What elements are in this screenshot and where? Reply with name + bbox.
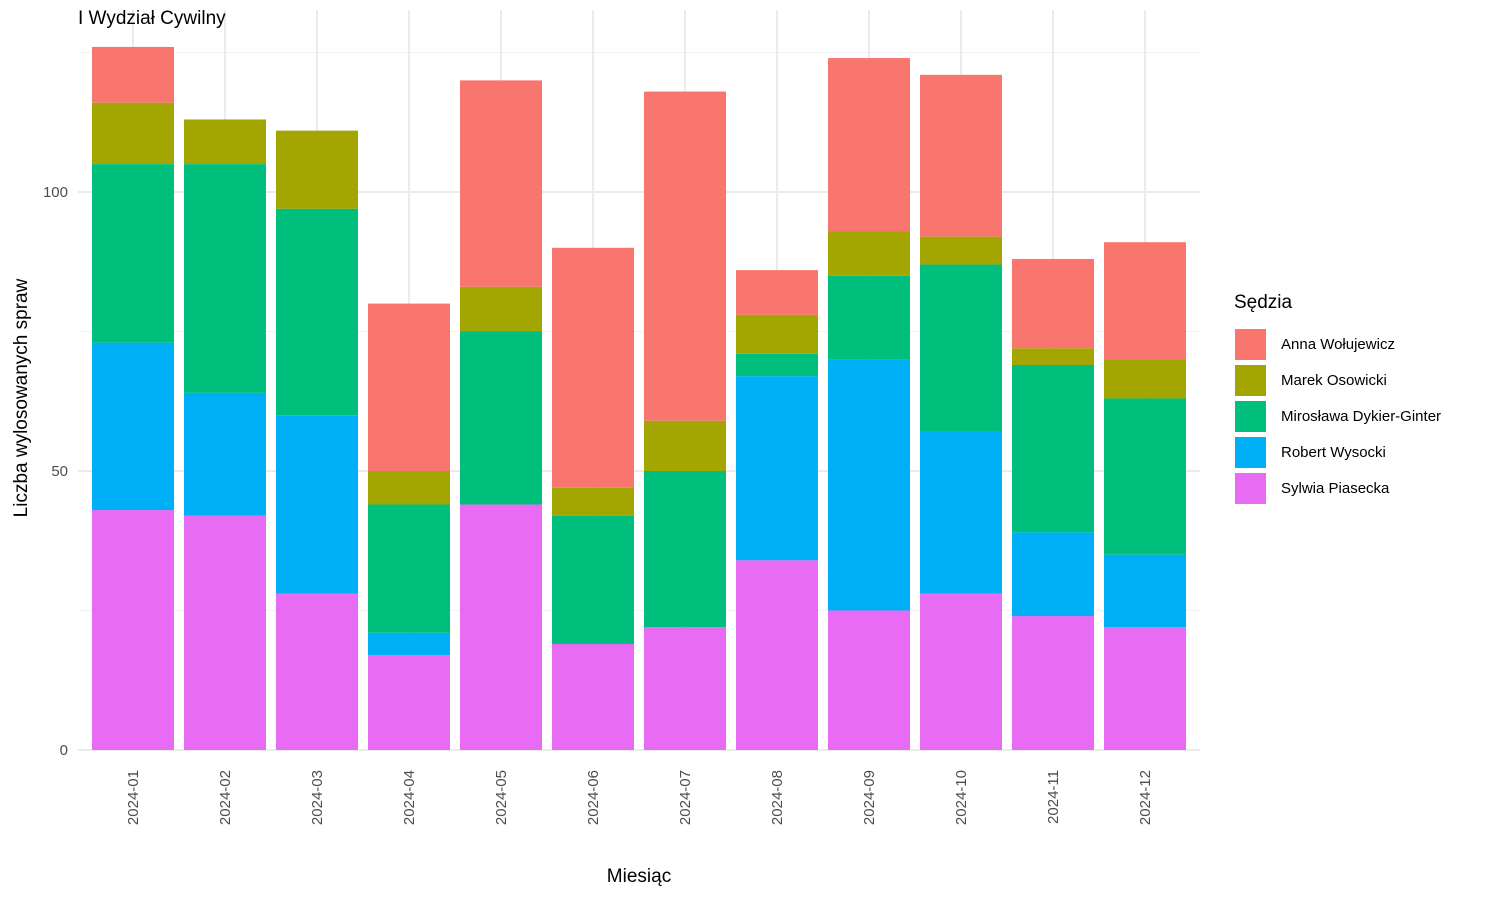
bar-segment (1104, 242, 1186, 360)
bar-segment (552, 515, 634, 644)
x-tick-label: 2024-12 (1137, 770, 1154, 825)
legend-item: Mirosława Dykier-Ginter (1234, 398, 1441, 434)
x-axis-ticks: 2024-01 2024-02 2024-03 2024-04 2024-05 2024-… (125, 770, 1154, 825)
x-tick-label: 2024-03 (309, 770, 326, 825)
legend-swatch (1234, 435, 1267, 469)
legend-label: Anna Wołujewicz (1281, 335, 1395, 353)
legend-item: Robert Wysocki (1234, 434, 1441, 470)
legend-item: Marek Osowicki (1234, 362, 1441, 398)
bar-segment (92, 46, 174, 103)
legend-swatch (1234, 471, 1267, 505)
bar-segment (276, 208, 358, 416)
bar-segment (184, 515, 266, 750)
y-tick-label: 0 (60, 742, 68, 759)
bar-segment (184, 119, 266, 165)
bar-segment (828, 58, 910, 232)
bar-segment (460, 80, 542, 287)
x-tick-label: 2024-09 (861, 770, 878, 825)
bar-segment (920, 593, 1002, 750)
bar-segment (552, 487, 634, 516)
bar-segment (736, 560, 818, 750)
bar-segment (184, 392, 266, 516)
bar-segment (828, 275, 910, 360)
legend-swatch (1234, 363, 1267, 397)
legend-label: Sylwia Piasecka (1281, 479, 1390, 497)
legend-label: Mirosława Dykier-Ginter (1281, 407, 1442, 425)
bar-segment (1012, 532, 1094, 617)
bar-segment (736, 353, 818, 377)
bar-segment (552, 643, 634, 750)
chart-title: I Wydział Cywilny (78, 8, 226, 29)
legend-label: Marek Osowicki (1281, 371, 1387, 389)
x-tick-label: 2024-05 (493, 770, 510, 825)
bar-segment (1012, 348, 1094, 365)
bar-segment (920, 431, 1002, 594)
legend: Sędzia Anna Wołujewicz Marek Osowicki Miro… (1234, 292, 1441, 506)
x-axis-label: Miesiąc (606, 866, 672, 887)
bar-segment (276, 130, 358, 209)
y-tick-label: 50 (51, 463, 68, 480)
bar-segment (1012, 616, 1094, 750)
x-tick-label: 2024-02 (217, 770, 234, 825)
bar-segment (92, 164, 174, 343)
bar-segment (1104, 359, 1186, 399)
bar-segment (368, 632, 450, 656)
bar-segment (368, 655, 450, 750)
bar-segment (276, 593, 358, 750)
bars (92, 46, 1186, 750)
legend-swatch (1234, 327, 1267, 361)
bar-segment (460, 504, 542, 750)
bar-segment (92, 102, 174, 165)
legend-item: Anna Wołujewicz (1234, 326, 1441, 362)
bar-segment (368, 303, 450, 471)
legend-item: Sylwia Piasecka (1234, 470, 1441, 506)
bar-segment (1104, 627, 1186, 750)
bar-segment (736, 314, 818, 354)
bar-segment (276, 415, 358, 594)
bar-segment (644, 91, 726, 421)
bar-segment (644, 420, 726, 471)
x-tick-label: 2024-04 (401, 770, 418, 825)
legend-title: Sędzia (1234, 292, 1293, 313)
bar-segment (828, 610, 910, 750)
y-axis-ticks: 0 50 100 (43, 184, 68, 759)
bar-segment (184, 164, 266, 393)
x-tick-label: 2024-08 (769, 770, 786, 825)
x-tick-label: 2024-11 (1045, 770, 1062, 824)
bar-segment (736, 270, 818, 315)
bar-segment (644, 471, 726, 628)
bar-segment (828, 359, 910, 611)
x-tick-label: 2024-06 (585, 770, 602, 825)
bar-segment (552, 247, 634, 488)
bar-segment (1012, 258, 1094, 349)
bar-segment (1104, 398, 1186, 555)
bar-segment (460, 286, 542, 332)
bar-segment (920, 236, 1002, 265)
bar-segment (92, 342, 174, 511)
bar-segment (1012, 364, 1094, 533)
bar-segment (920, 264, 1002, 432)
legend-label: Robert Wysocki (1281, 443, 1386, 461)
bar-segment (920, 74, 1002, 237)
y-axis-label: Liczba wylosowanych spraw (11, 278, 32, 518)
bar-segment (736, 376, 818, 561)
bar-segment (1104, 554, 1186, 628)
x-tick-label: 2024-01 (125, 770, 142, 825)
bar-segment (368, 471, 450, 505)
bar-segment (368, 504, 450, 633)
bar-segment (828, 231, 910, 276)
bar-segment (92, 510, 174, 750)
x-tick-label: 2024-10 (953, 770, 970, 825)
bar-segment (460, 331, 542, 505)
y-tick-label: 100 (43, 184, 68, 201)
bar-segment (644, 627, 726, 750)
legend-items: Anna Wołujewicz Marek Osowicki Mirosława D… (1234, 326, 1441, 506)
x-tick-label: 2024-07 (677, 770, 694, 825)
legend-swatch (1234, 399, 1267, 433)
